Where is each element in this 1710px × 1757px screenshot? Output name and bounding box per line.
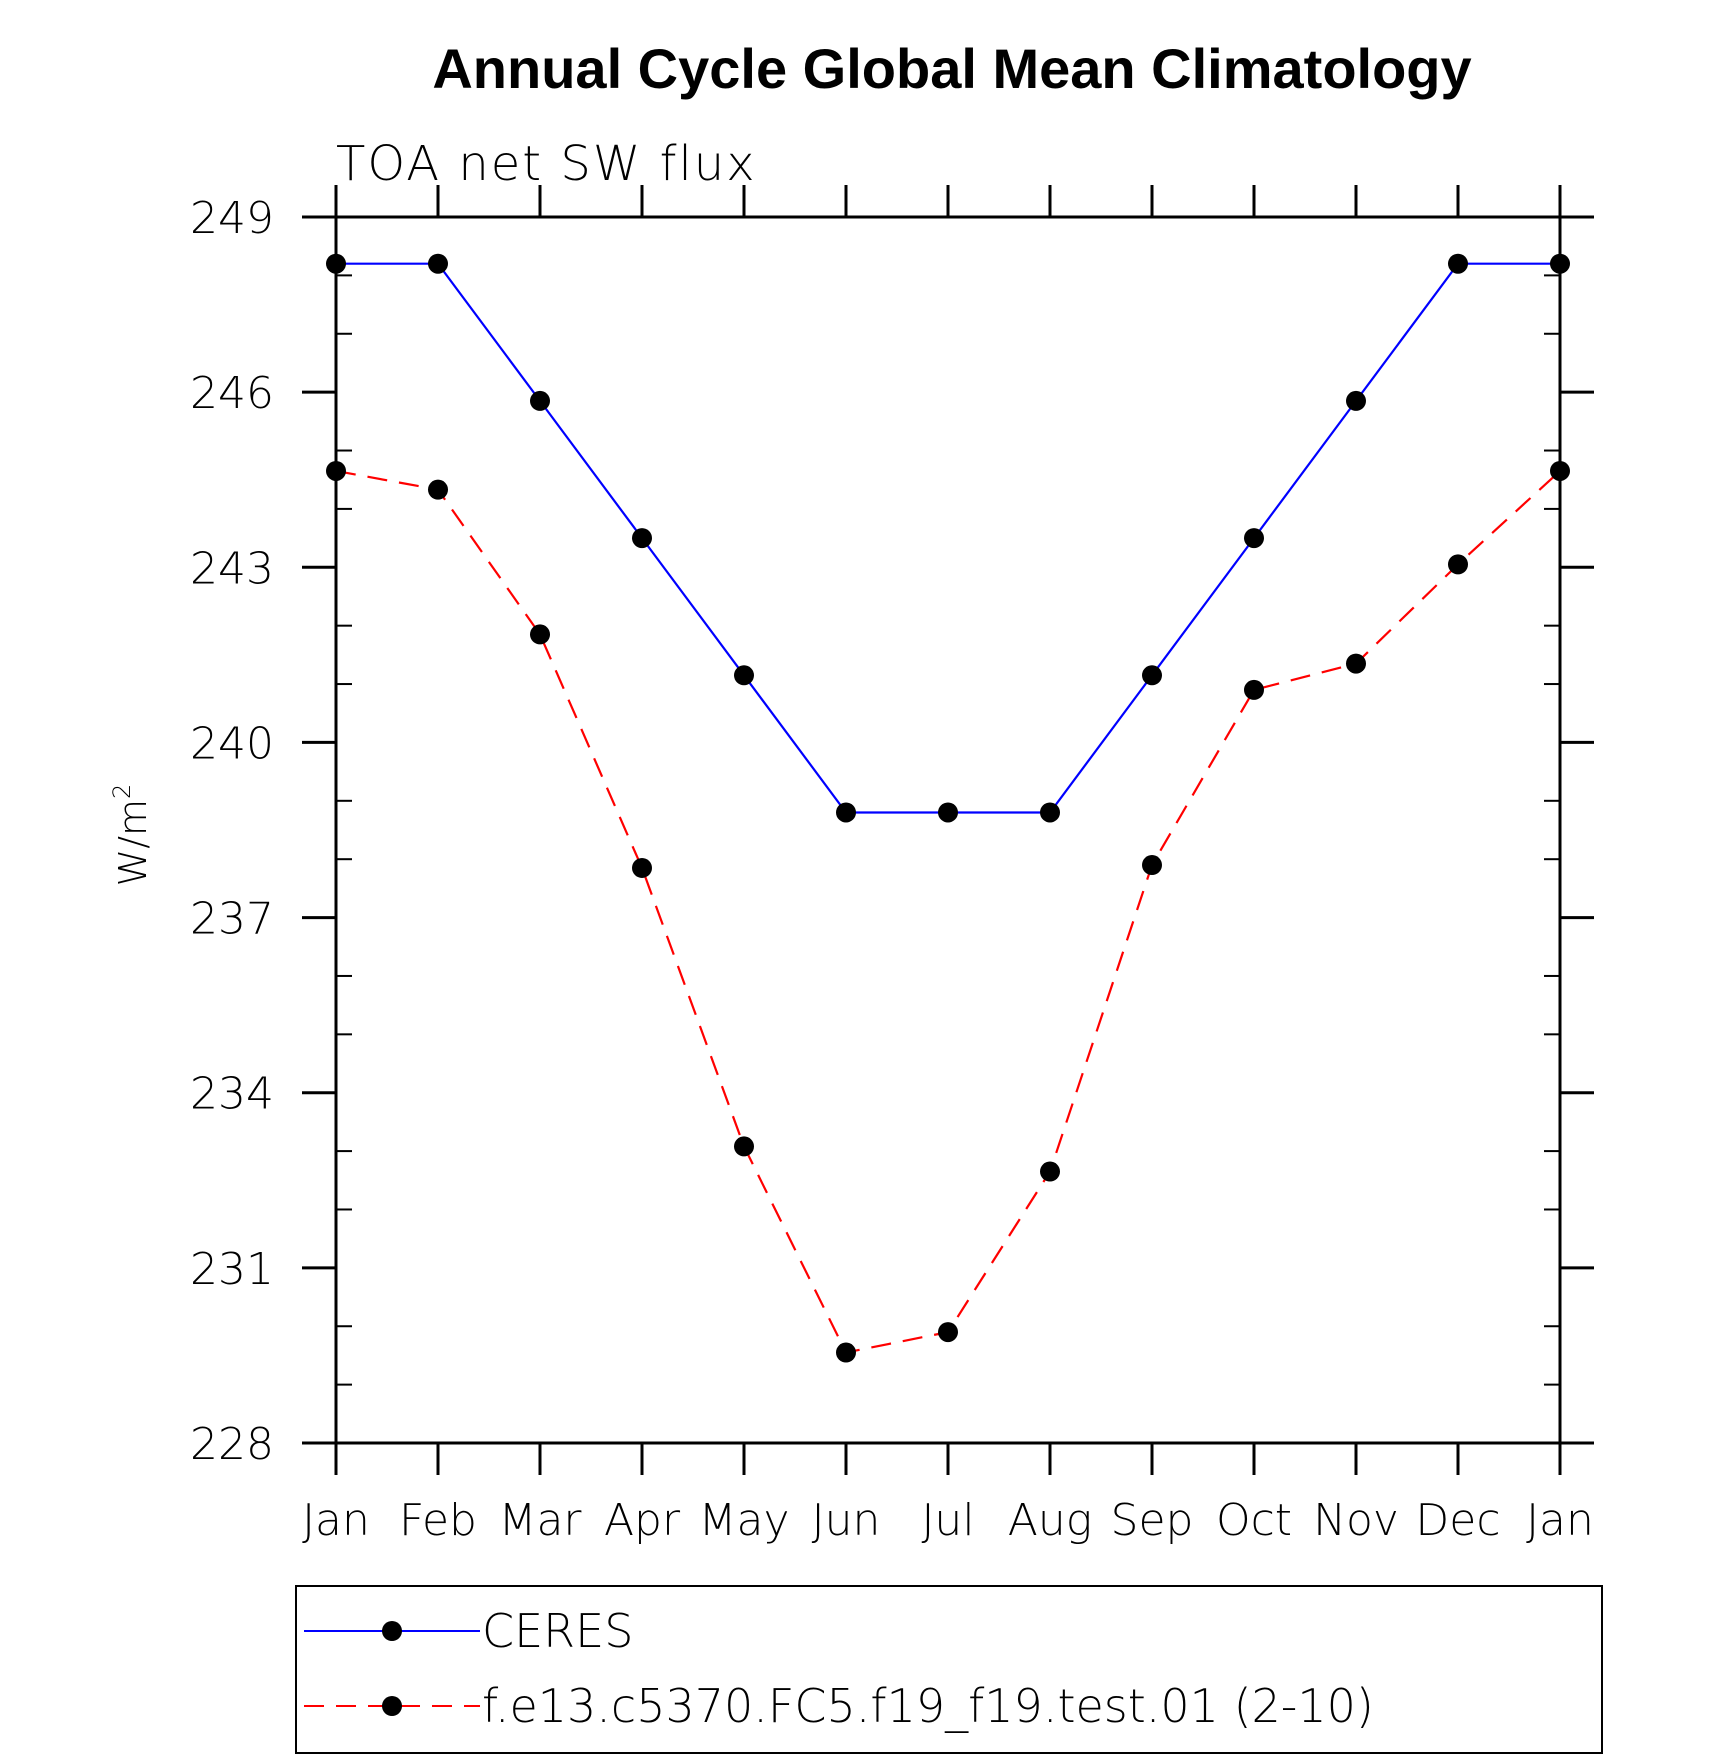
x-tick-label: Dec (1415, 1495, 1500, 1546)
data-point (1142, 665, 1162, 686)
data-point (530, 390, 550, 411)
legend-label-model: f.e13.c5370.FC5.f19_f19.test.01 (2-10) (482, 1679, 1374, 1733)
y-tick-label: 246 (190, 368, 274, 419)
x-tick-label: Apr (604, 1495, 681, 1546)
data-point (1142, 855, 1162, 876)
series-line-1 (335, 469, 1561, 1354)
legend-marker-ceres (382, 1621, 402, 1641)
y-tick-label: 243 (190, 543, 274, 594)
y-tick-label: 228 (190, 1419, 274, 1470)
x-tick-label: Nov (1313, 1495, 1399, 1546)
x-tick-label: Oct (1216, 1495, 1292, 1546)
data-point (1244, 528, 1264, 549)
data-point (1346, 653, 1366, 674)
tick-labels: Jan Feb Mar Apr May Jun Jul Aug Sep Oct Nov Dec Jan 2… (190, 193, 1594, 1546)
data-point (1448, 554, 1468, 575)
y-tick-label: 249 (190, 193, 274, 244)
plot-frame (334, 215, 1562, 1445)
x-tick-label: Mar (498, 1495, 582, 1546)
svg-text:W/m2: W/m2 (108, 784, 155, 887)
x-tick-label: May (699, 1495, 790, 1546)
series-layer (326, 253, 1570, 1363)
y-tick-label: 234 (190, 1069, 274, 1120)
data-point (530, 624, 550, 645)
legend-box (295, 1585, 1603, 1754)
x-tick-label: Sep (1111, 1495, 1194, 1546)
data-point (1448, 253, 1468, 274)
y-axis-label: W/m2 (108, 784, 155, 887)
data-point (734, 665, 754, 686)
y-tick-label: 237 (190, 894, 274, 945)
data-point (632, 528, 652, 549)
legend: CERES f.e13.c5370.FC5.f19_f19.test.01 (2… (295, 1585, 1603, 1754)
data-point (938, 1322, 958, 1343)
x-tick-label: Jan (302, 1495, 370, 1546)
x-tick-label: Feb (399, 1495, 477, 1546)
data-point (938, 802, 958, 823)
chart-subtitle: TOA net SW flux (336, 136, 757, 192)
series-line-0 (336, 262, 1560, 814)
y-axis-label-text: W/m (111, 799, 155, 886)
axis-ticks (302, 185, 1594, 1475)
chart-title: Annual Cycle Global Mean Climatology (432, 37, 1471, 100)
y-axis-label-superscript: 2 (108, 784, 136, 799)
data-point (428, 479, 448, 500)
data-point (428, 253, 448, 274)
x-tick-label: Jul (921, 1495, 974, 1546)
data-point (1040, 802, 1060, 823)
legend-label-ceres: CERES (482, 1604, 633, 1658)
legend-marker-model (382, 1696, 402, 1716)
y-tick-label: 231 (190, 1244, 274, 1295)
data-point (1244, 679, 1264, 700)
data-point (1040, 1161, 1060, 1182)
x-tick-label: Jan (1526, 1495, 1594, 1546)
data-point (734, 1136, 754, 1157)
data-point (836, 1342, 856, 1363)
y-tick-label: 240 (190, 718, 274, 769)
x-tick-label: Aug (1008, 1495, 1092, 1546)
data-point (836, 802, 856, 823)
x-tick-label: Jun (812, 1495, 881, 1546)
data-point (1346, 390, 1366, 411)
data-point (632, 857, 652, 878)
